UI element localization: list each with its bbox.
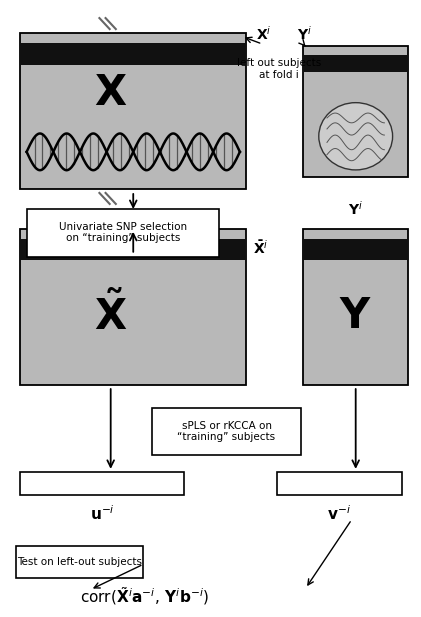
- FancyBboxPatch shape: [27, 209, 219, 257]
- FancyBboxPatch shape: [152, 408, 301, 455]
- Bar: [21, 33, 246, 189]
- Text: sPLS or rKCCA on
“training” subjects: sPLS or rKCCA on “training” subjects: [178, 421, 276, 442]
- FancyBboxPatch shape: [16, 546, 144, 578]
- Text: $\mathbf{\tilde{X}}$: $\mathbf{\tilde{X}}$: [94, 293, 127, 339]
- Text: $\mathbf{X}^i$: $\mathbf{X}^i$: [256, 25, 272, 43]
- Text: Univariate SNP selection
on “training” subjects: Univariate SNP selection on “training” s…: [59, 222, 187, 244]
- Text: $\mathbf{v}^{-i}$: $\mathbf{v}^{-i}$: [327, 504, 351, 523]
- Text: $\mathbf{X}$: $\mathbf{X}$: [94, 72, 127, 114]
- Text: $\mathbf{Y}^i$: $\mathbf{Y}^i$: [348, 200, 363, 218]
- Text: $\mathbf{Y}$: $\mathbf{Y}$: [339, 296, 372, 337]
- Text: $\mathbf{Y}^i$: $\mathbf{Y}^i$: [297, 25, 312, 43]
- Text: $\mathbf{\bar{X}}^i$: $\mathbf{\bar{X}}^i$: [253, 239, 269, 257]
- Text: $\mathrm{corr}(\tilde{\mathbf{X}}^i\mathbf{a}^{-i},\, \mathbf{Y}^i\mathbf{b}^{-i: $\mathrm{corr}(\tilde{\mathbf{X}}^i\math…: [80, 585, 209, 607]
- Bar: [304, 229, 408, 385]
- Bar: [304, 55, 408, 72]
- Bar: [21, 239, 246, 260]
- Text: left out subjects
at fold i: left out subjects at fold i: [237, 58, 321, 80]
- Ellipse shape: [319, 102, 393, 170]
- Text: $\mathbf{u}^{-i}$: $\mathbf{u}^{-i}$: [90, 504, 115, 523]
- Bar: [277, 472, 402, 495]
- Bar: [21, 43, 246, 65]
- Bar: [21, 229, 246, 385]
- Bar: [21, 472, 184, 495]
- Text: Test on left-out subjects: Test on left-out subjects: [17, 557, 142, 566]
- Bar: [304, 46, 408, 177]
- Bar: [304, 239, 408, 260]
